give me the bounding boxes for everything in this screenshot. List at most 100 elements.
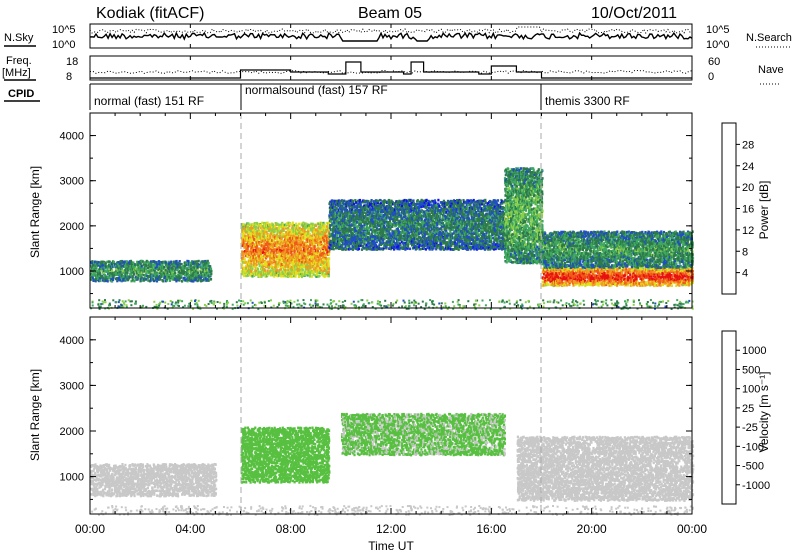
echo-cell — [241, 263, 244, 267]
echo-cell — [399, 214, 403, 217]
echo-cell — [156, 263, 159, 267]
echo-cell — [252, 234, 255, 238]
echo-cell — [164, 274, 167, 278]
echo-cell — [352, 202, 356, 206]
echo-cell — [204, 259, 207, 263]
echo-cell — [176, 267, 179, 271]
echo-cell — [131, 265, 135, 268]
echo-cell — [121, 267, 124, 271]
echo-cell — [249, 265, 252, 268]
echo-cell — [182, 267, 185, 270]
echo-cell — [254, 225, 258, 229]
echo-cell — [260, 236, 263, 240]
echo-cell — [386, 210, 389, 213]
echo-cell — [193, 266, 196, 270]
echo-cell — [407, 243, 410, 247]
echo-cell — [203, 278, 206, 281]
echo-cell — [141, 260, 145, 263]
echo-cell — [255, 232, 258, 236]
echo-cell — [134, 263, 137, 267]
echo-cell — [148, 279, 152, 283]
echo-cell — [245, 274, 248, 278]
echo-cell — [199, 276, 202, 280]
echo-cell — [432, 217, 435, 221]
echo-cell — [106, 275, 109, 279]
echo-cell — [251, 236, 254, 240]
echo-cell — [99, 268, 102, 271]
echo-cell — [244, 239, 247, 243]
echo-cell — [95, 270, 99, 273]
echo-cell — [409, 247, 412, 251]
echo-cell — [304, 252, 307, 256]
echo-cell — [291, 221, 294, 225]
echo-cell — [168, 273, 171, 276]
echo-cell — [141, 267, 144, 270]
echo-cell — [93, 273, 96, 276]
echo-cell — [171, 267, 174, 270]
echo-cell — [245, 225, 248, 228]
echo-cell — [261, 221, 264, 225]
echo-cell — [167, 265, 170, 268]
echo-cell — [327, 270, 330, 274]
echo-cell — [273, 250, 276, 254]
echo-cell — [252, 232, 256, 236]
echo-cell — [97, 273, 100, 277]
echo-cell — [161, 274, 164, 277]
echo-cell — [240, 266, 243, 269]
echo-cell — [152, 274, 155, 277]
echo-cell — [191, 268, 194, 271]
echo-cell — [245, 234, 248, 238]
echo-cell — [433, 214, 436, 217]
echo-cell — [120, 259, 123, 263]
echo-cell — [115, 273, 118, 276]
echo-cell — [352, 214, 355, 218]
echo-cell — [268, 263, 271, 266]
echo-cell — [103, 266, 106, 269]
echo-cell — [245, 267, 248, 270]
echo-cell — [193, 268, 197, 272]
echo-cell — [101, 260, 104, 264]
echo-cell — [125, 260, 128, 263]
station-title: Kodiak (fitACF) — [96, 5, 204, 22]
echo-cell — [167, 276, 170, 280]
echo-cell — [110, 277, 113, 281]
echo-cell — [207, 261, 210, 265]
echo-cell — [252, 265, 255, 268]
echo-cell — [247, 234, 250, 237]
echo-cell — [153, 279, 156, 283]
echo-cell — [250, 238, 253, 242]
echo-cell — [95, 260, 98, 264]
echo-cell — [195, 260, 198, 263]
echo-cell — [261, 263, 264, 266]
echo-cell — [265, 256, 268, 260]
echo-cell — [266, 252, 269, 256]
echo-cell — [128, 267, 131, 271]
echo-cell — [137, 263, 140, 266]
echo-cell — [249, 261, 252, 264]
echo-cell — [118, 278, 122, 282]
nsky-strip: N.Sky 10^5 10^0 10^5 10^0 N.Search — [4, 23, 792, 51]
echo-cell — [363, 242, 366, 246]
echo-cell — [122, 264, 125, 267]
echo-cell — [333, 225, 336, 229]
echo-cell — [94, 279, 97, 283]
echo-cell — [111, 269, 114, 273]
echo-cell — [142, 273, 145, 277]
freq-tick-bottom: 8 — [66, 71, 72, 83]
echo-cell — [262, 226, 265, 229]
echo-cell — [248, 259, 251, 262]
echo-cell — [255, 263, 258, 266]
echo-cell — [94, 260, 97, 264]
echo-cell — [240, 270, 243, 273]
echo-cell — [351, 248, 355, 251]
echo-cell — [140, 271, 143, 274]
echo-cell — [282, 262, 285, 265]
echo-cell — [145, 264, 148, 268]
echo-cell — [150, 267, 153, 270]
echo-cell — [163, 276, 166, 280]
echo-cell — [254, 260, 257, 264]
echo-cell — [252, 257, 255, 261]
echo-cell — [113, 273, 116, 277]
echo-cell — [199, 271, 202, 275]
echo-cell — [258, 223, 261, 226]
